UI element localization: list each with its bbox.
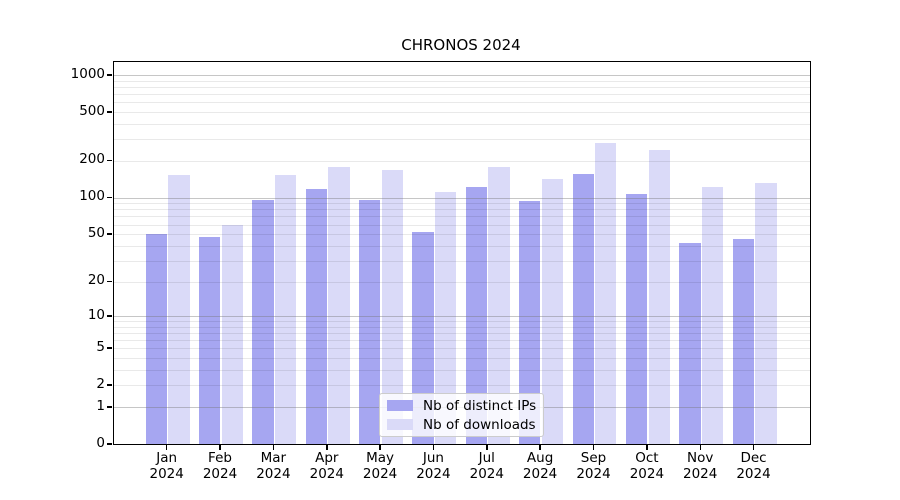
bar-distinct-ips-jun-2024 [412,232,434,444]
legend-swatch-distinct-ips [387,400,413,411]
x-tick-mark-dec-2024 [752,444,755,450]
plot-area: Nb of distinct IPs Nb of downloads [113,61,811,445]
x-tick-mark-mar-2024 [272,444,275,450]
x-tick-label-jul-2024: Jul 2024 [469,450,504,482]
gridline-minor-500 [114,112,810,114]
x-tick-label-nov-2024: Nov 2024 [683,450,718,482]
bar-downloads-sep-2024 [595,143,617,444]
bar-downloads-jul-2024 [488,167,510,444]
x-tick-mark-aug-2024 [539,444,541,450]
y-tick-mark-500 [107,111,112,113]
x-tick-mark-nov-2024 [699,444,701,450]
bar-distinct-ips-jan-2024 [145,234,168,444]
x-tick-label-feb-2024: Feb 2024 [202,450,238,482]
y-tick-mark-100 [107,196,112,199]
x-tick-label-oct-2024: Oct 2024 [629,450,665,482]
x-tick-mark-oct-2024 [646,444,648,450]
y-tick-label-2: 2 [96,375,105,392]
bar-downloads-jan-2024 [168,175,190,444]
x-tick-mark-may-2024 [379,444,381,450]
gridline-minor-600 [114,102,810,104]
y-tick-label-100: 100 [79,188,105,205]
x-tick-label-jan-2024: Jan 2024 [149,450,184,482]
y-tick-label-20: 20 [87,272,105,288]
x-tick-mark-jul-2024 [486,444,488,450]
y-tick-mark-200 [107,159,112,162]
bar-downloads-feb-2024 [221,225,244,444]
y-tick-label-0: 0 [96,434,105,451]
bar-distinct-ips-oct-2024 [625,193,648,444]
bar-distinct-ips-aug-2024 [519,200,541,444]
y-tick-label-1000: 1000 [70,65,105,82]
gridline-minor-800 [114,87,810,89]
bar-downloads-apr-2024 [328,166,350,444]
x-tick-label-dec-2024: Dec 2024 [736,450,771,482]
bar-distinct-ips-feb-2024 [199,237,221,444]
y-tick-mark-20 [107,280,112,282]
x-tick-mark-jan-2024 [165,444,168,450]
bar-downloads-dec-2024 [755,182,777,444]
legend: Nb of distinct IPs Nb of downloads [379,393,544,437]
x-tick-label-aug-2024: Aug 2024 [522,450,558,482]
bar-downloads-may-2024 [381,170,404,444]
legend-item-downloads: Nb of downloads [380,416,543,433]
gridline-minor-700 [114,94,810,96]
bar-distinct-ips-sep-2024 [572,174,594,444]
y-tick-mark-50 [107,233,112,235]
x-tick-mark-apr-2024 [326,444,328,450]
x-tick-mark-feb-2024 [219,444,221,450]
legend-label-downloads: Nb of downloads [423,416,536,433]
bar-downloads-mar-2024 [275,175,297,444]
gridline-minor-200 [114,160,810,162]
y-tick-label-10: 10 [87,306,105,323]
gridline-minor-900 [114,80,810,82]
x-tick-label-sep-2024: Sep 2024 [576,450,611,482]
x-tick-mark-jun-2024 [432,444,435,450]
bar-downloads-aug-2024 [541,178,564,444]
chart-title: CHRONOS 2024 [401,36,521,54]
x-tick-label-apr-2024: Apr 2024 [309,450,344,482]
legend-swatch-downloads [387,419,413,430]
y-tick-mark-5 [107,347,112,349]
x-tick-mark-sep-2024 [592,444,595,450]
bar-distinct-ips-jul-2024 [465,186,488,444]
y-tick-mark-0 [107,443,112,445]
y-tick-mark-2 [107,384,112,386]
bar-distinct-ips-may-2024 [359,199,381,444]
gridline-major-1000 [114,75,810,77]
gridline-minor-400 [114,124,810,125]
y-tick-mark-10 [107,315,112,317]
y-tick-mark-1 [107,406,112,408]
y-tick-label-200: 200 [79,151,105,168]
y-tick-label-50: 50 [87,224,105,241]
y-tick-mark-1000 [107,74,112,76]
bar-downloads-nov-2024 [701,187,724,444]
bar-downloads-oct-2024 [648,150,670,444]
gridline-minor-300 [114,139,810,141]
legend-item-distinct-ips: Nb of distinct IPs [380,397,543,414]
x-tick-label-may-2024: May 2024 [362,450,398,482]
x-tick-label-mar-2024: Mar 2024 [256,450,291,482]
bar-downloads-jun-2024 [435,192,457,444]
y-tick-label-500: 500 [79,102,105,119]
y-tick-label-5: 5 [96,338,105,355]
legend-label-distinct-ips: Nb of distinct IPs [423,397,537,414]
bar-distinct-ips-mar-2024 [252,199,274,444]
bar-distinct-ips-dec-2024 [732,238,754,444]
y-tick-label-1: 1 [96,397,105,414]
x-tick-label-jun-2024: Jun 2024 [416,450,451,482]
bar-distinct-ips-nov-2024 [679,243,701,444]
bar-distinct-ips-apr-2024 [305,189,328,444]
